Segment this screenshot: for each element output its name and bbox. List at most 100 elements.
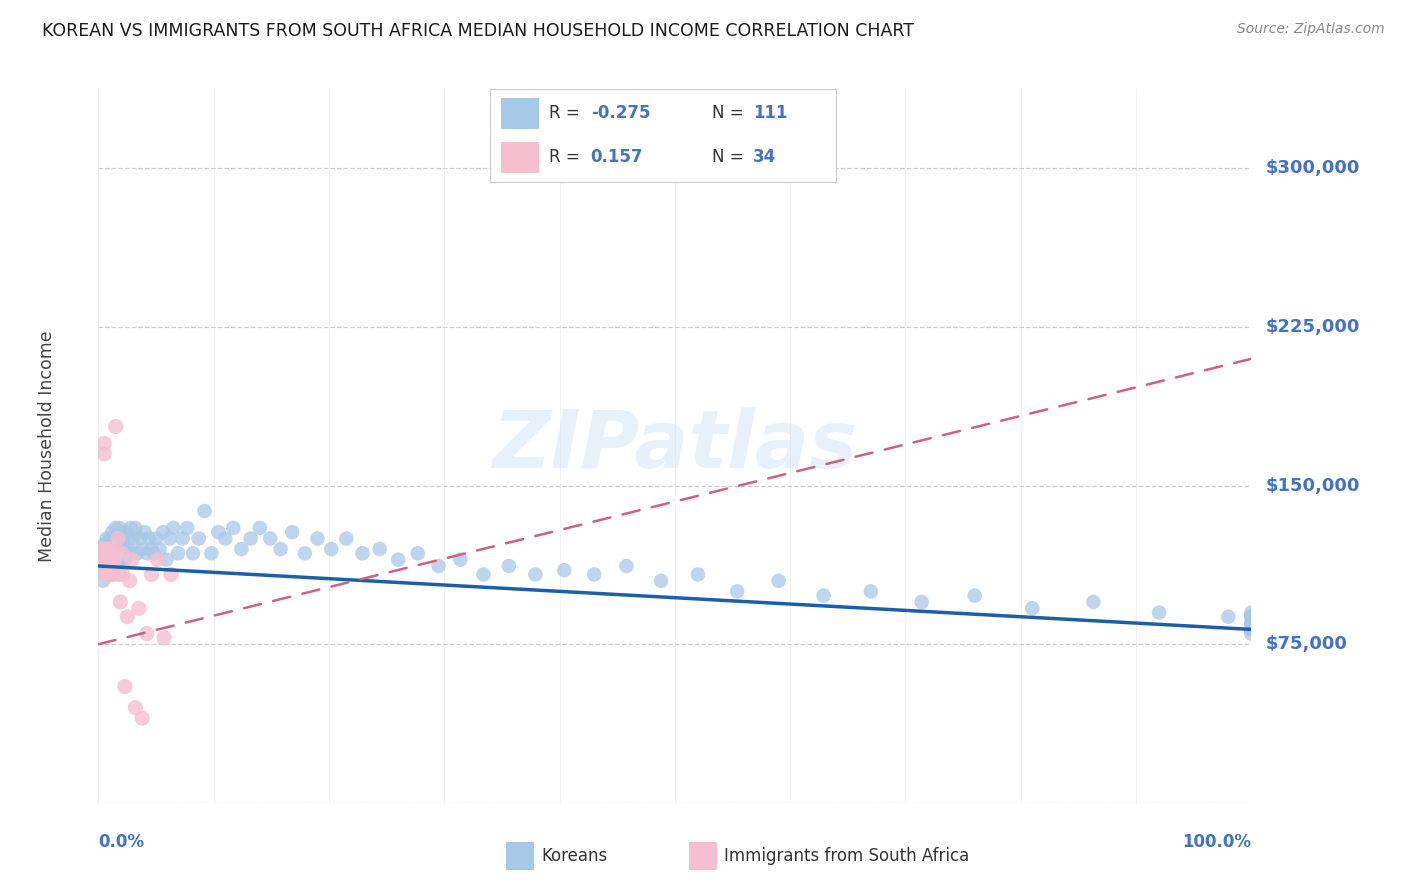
Point — [97, 567, 120, 582]
Point — [1240, 609, 1263, 624]
Point — [813, 589, 835, 603]
Point — [101, 567, 124, 582]
Point — [193, 504, 215, 518]
Point — [135, 546, 157, 560]
Point — [104, 419, 127, 434]
Point — [167, 546, 190, 560]
Point — [97, 567, 120, 582]
Point — [97, 546, 120, 560]
Point — [107, 552, 129, 566]
Point — [152, 525, 174, 540]
Point — [138, 532, 160, 546]
Point — [127, 546, 149, 560]
Point — [583, 567, 606, 582]
Point — [108, 521, 131, 535]
Point — [321, 542, 343, 557]
Text: ZIPatlas: ZIPatlas — [492, 407, 858, 485]
Point — [335, 532, 357, 546]
Point — [105, 546, 128, 560]
Point — [94, 567, 117, 582]
Point — [134, 525, 156, 540]
Point — [153, 631, 176, 645]
Point — [96, 559, 118, 574]
Text: 100.0%: 100.0% — [1182, 833, 1251, 851]
Text: 0.0%: 0.0% — [98, 833, 145, 851]
Point — [108, 567, 131, 582]
Point — [1218, 609, 1240, 624]
Point — [103, 559, 125, 574]
Point — [214, 532, 236, 546]
Point — [98, 563, 121, 577]
Text: $75,000: $75,000 — [1265, 635, 1347, 653]
Point — [387, 552, 409, 566]
Point — [110, 546, 132, 560]
Point — [107, 532, 129, 546]
Point — [368, 542, 391, 557]
Text: Median Household Income: Median Household Income — [38, 330, 56, 562]
Point — [96, 532, 118, 546]
Point — [107, 542, 129, 557]
Point — [121, 552, 143, 566]
Point — [1021, 601, 1043, 615]
Point — [1240, 609, 1263, 624]
Text: Immigrants from South Africa: Immigrants from South Africa — [724, 847, 969, 864]
Point — [105, 546, 128, 560]
Point — [1240, 616, 1263, 631]
Point — [101, 525, 124, 540]
Point — [162, 521, 184, 535]
Point — [115, 525, 138, 540]
Point — [105, 532, 128, 546]
Point — [259, 532, 281, 546]
Point — [1240, 606, 1263, 620]
Point — [111, 567, 134, 582]
Point — [103, 559, 125, 574]
Point — [100, 552, 122, 566]
Point — [498, 559, 520, 574]
Point — [249, 521, 271, 535]
Point — [104, 521, 127, 535]
Point — [108, 538, 131, 552]
Point — [117, 546, 138, 560]
Point — [159, 532, 181, 546]
Point — [94, 552, 117, 566]
Point — [114, 680, 136, 694]
Point — [1240, 623, 1263, 637]
Point — [307, 532, 329, 546]
Point — [135, 626, 157, 640]
Point — [160, 567, 183, 582]
Text: KOREAN VS IMMIGRANTS FROM SOUTH AFRICA MEDIAN HOUSEHOLD INCOME CORRELATION CHART: KOREAN VS IMMIGRANTS FROM SOUTH AFRICA M… — [42, 22, 914, 40]
Point — [118, 542, 141, 557]
Point — [98, 532, 121, 546]
Point — [94, 567, 117, 582]
Point — [96, 542, 118, 557]
Point — [768, 574, 790, 588]
Text: $225,000: $225,000 — [1265, 318, 1360, 336]
Point — [124, 521, 146, 535]
Point — [110, 552, 132, 566]
Point — [231, 542, 253, 557]
Point — [406, 546, 429, 560]
Point — [103, 542, 125, 557]
Text: Source: ZipAtlas.com: Source: ZipAtlas.com — [1237, 22, 1385, 37]
Point — [1083, 595, 1105, 609]
Point — [103, 567, 125, 582]
Point — [352, 546, 374, 560]
Point — [142, 546, 165, 560]
Point — [686, 567, 709, 582]
Point — [122, 532, 145, 546]
Text: Koreans: Koreans — [541, 847, 607, 864]
Point — [93, 538, 115, 552]
Point — [1240, 623, 1263, 637]
Text: $300,000: $300,000 — [1265, 160, 1360, 178]
Point — [1240, 609, 1263, 624]
Point — [91, 574, 114, 588]
Point — [200, 546, 222, 560]
Point — [90, 552, 112, 566]
Point — [120, 521, 142, 535]
Point — [111, 532, 134, 546]
Point — [110, 546, 132, 560]
Point — [145, 532, 167, 546]
Point — [97, 546, 120, 560]
Point — [859, 584, 882, 599]
Point — [725, 584, 748, 599]
